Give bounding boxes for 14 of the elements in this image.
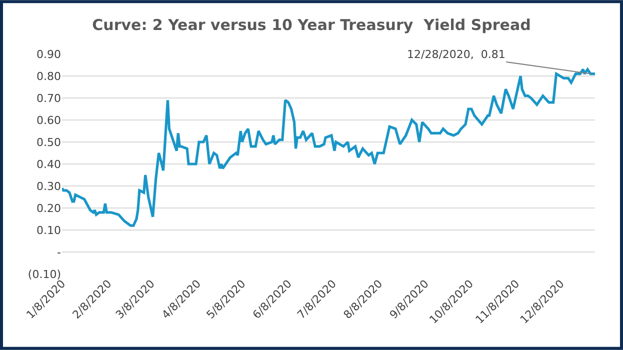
line-series	[62, 68, 595, 227]
y-tick-label: 0.70	[36, 92, 61, 105]
y-tick-label: 0.10	[36, 224, 61, 237]
y-tick-label: 0.80	[36, 70, 61, 83]
y-tick-label: 0.40	[36, 158, 61, 171]
y-tick-label: -	[57, 246, 62, 259]
y-tick-label: (0.10)	[28, 268, 61, 281]
y-tick-label: 0.90	[36, 48, 61, 61]
y-tick-label: 0.30	[36, 180, 61, 193]
y-tick-label: 0.60	[36, 114, 61, 127]
y-tick-label: 0.50	[36, 136, 61, 149]
y-tick-label: 0.20	[36, 202, 61, 215]
chart-title: Curve: 2 Year versus 10 Year Treasury Yield Spread	[92, 16, 531, 34]
annotation: 12/28/2020, 0.81	[407, 48, 506, 61]
